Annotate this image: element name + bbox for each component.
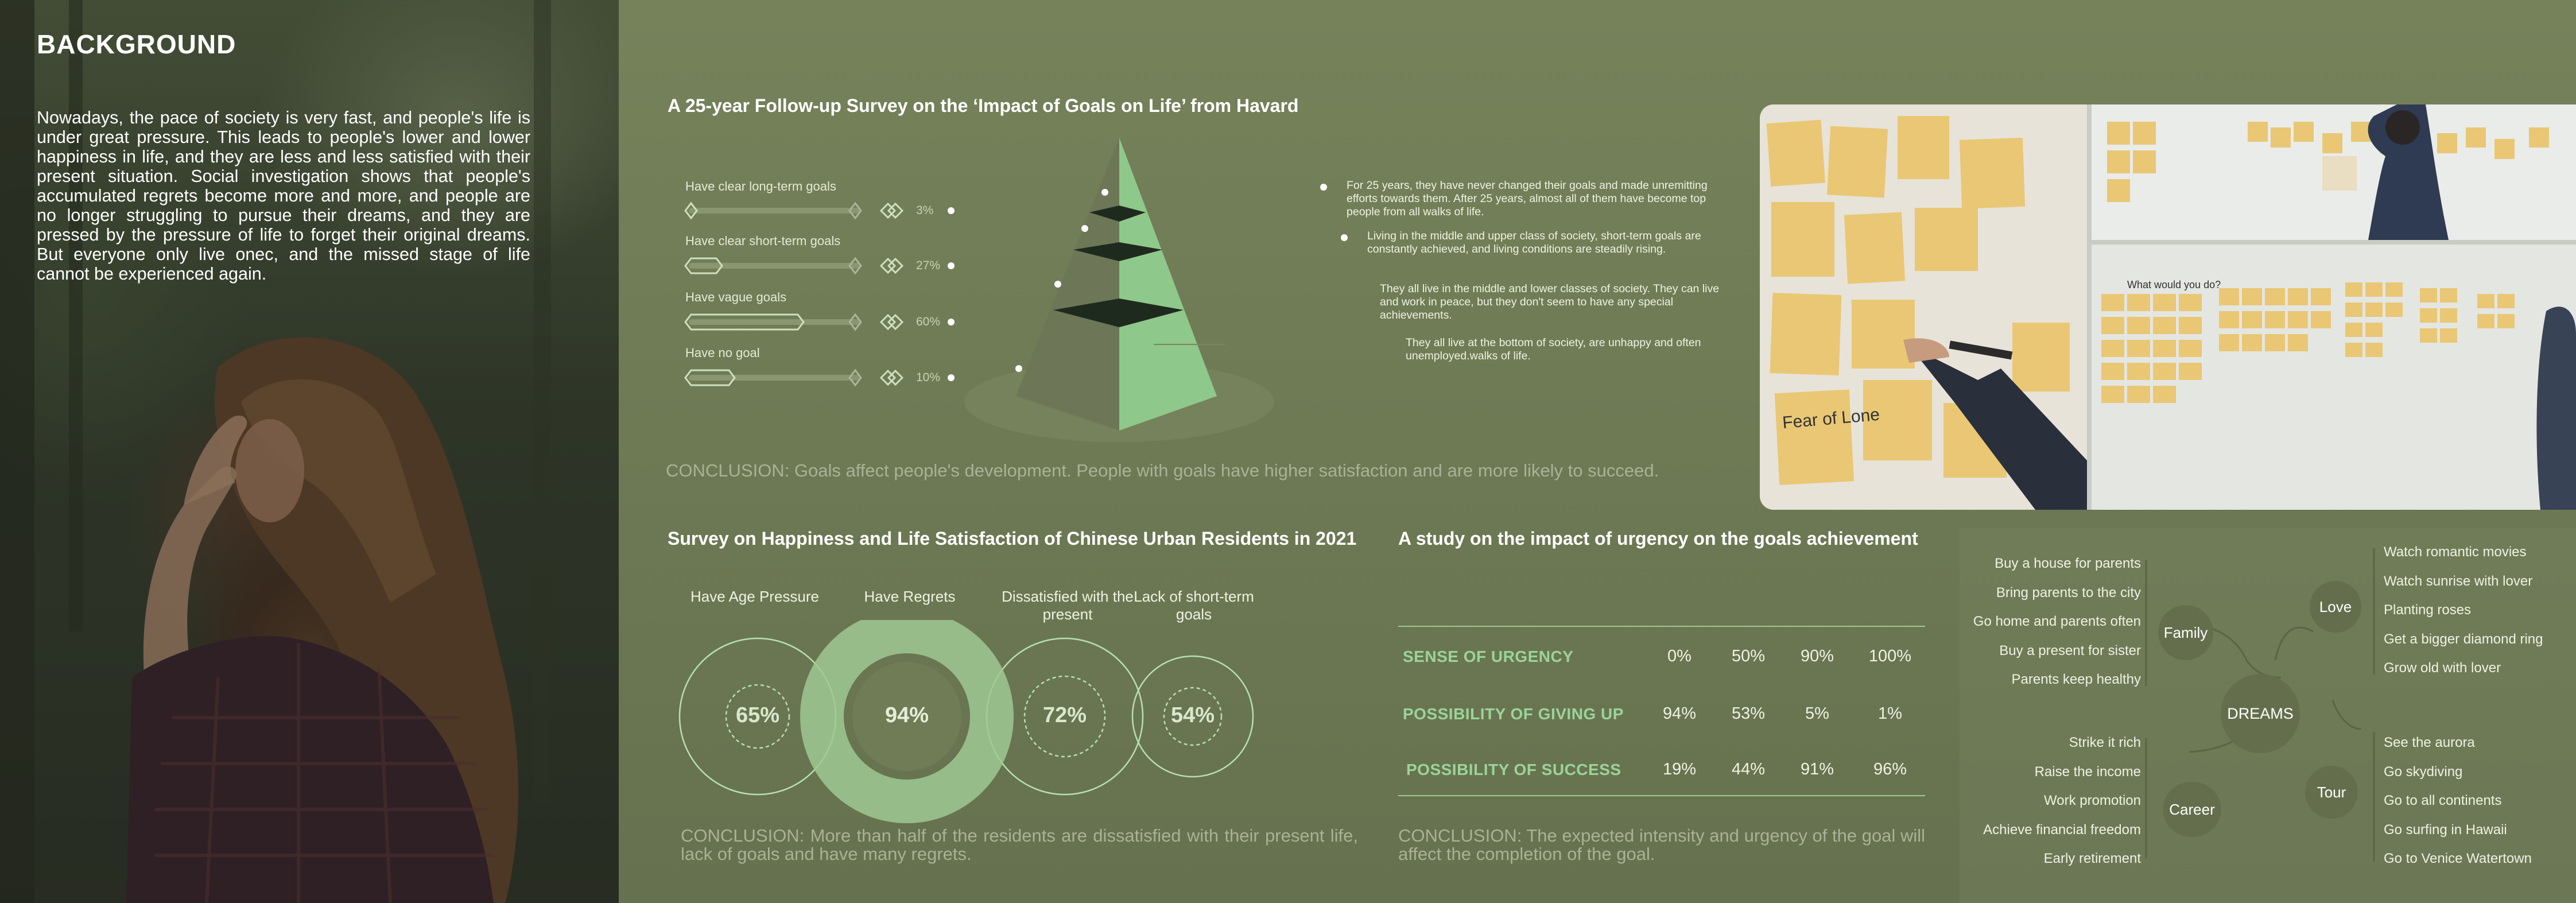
cell: 50% bbox=[1731, 647, 1766, 665]
survey1-title: A 25-year Follow-up Survey on the ‘Impac… bbox=[668, 95, 1299, 116]
dream-item: Grow old with lover bbox=[2384, 660, 2501, 676]
sticky-notes-photos: Fear of Lone What would you do? bbox=[1760, 104, 2576, 510]
circle-percent: 65% bbox=[735, 703, 780, 727]
goal-bar-shapes bbox=[684, 201, 955, 387]
cell: 96% bbox=[1873, 760, 1907, 778]
cell: 91% bbox=[1800, 760, 1834, 778]
cell: 94% bbox=[1662, 704, 1697, 723]
dream-item: Buy a house for parents bbox=[1995, 556, 2141, 571]
career-items: Strike it rich Raise the income Work pro… bbox=[1963, 735, 2141, 880]
woman-photo bbox=[0, 0, 551, 903]
note-4: They all live at the bottom of society, … bbox=[1406, 336, 1701, 362]
background-photo-panel: BACKGROUND Nowadays, the pace of society… bbox=[0, 0, 619, 903]
cell: 1% bbox=[1878, 704, 1902, 723]
background-title: BACKGROUND bbox=[37, 29, 236, 59]
row-label: POSSIBILITY OF SUCCESS bbox=[1406, 761, 1621, 778]
tour-items: See the aurora Go skydiving Go to all co… bbox=[2384, 735, 2573, 880]
circle-label: Lack of short-term goals bbox=[1134, 588, 1254, 623]
dream-item: Early retirement bbox=[2043, 851, 2141, 866]
goal-bars: Have clear long-term goals Have clear sh… bbox=[683, 178, 970, 402]
dream-item: Parents keep healthy bbox=[2011, 672, 2141, 687]
note-2: Living in the middle and upper class of … bbox=[1367, 230, 1701, 255]
family-items: Buy a house for parents Bring parents to… bbox=[1963, 556, 2141, 701]
satisfaction-circles bbox=[678, 620, 1254, 823]
circle-label: Have Regrets bbox=[864, 588, 956, 605]
note-bullets bbox=[1320, 184, 1348, 241]
bar-label: Have clear long-term goals bbox=[685, 179, 836, 193]
cell: 90% bbox=[1800, 647, 1834, 665]
bar-label: Have vague goals bbox=[685, 290, 787, 304]
dream-item: See the aurora bbox=[2384, 735, 2475, 750]
dream-item: Raise the income bbox=[2034, 764, 2141, 780]
dream-item: Go surfing in Hawaii bbox=[2384, 821, 2507, 838]
photo-note-2: What would you do? bbox=[2127, 279, 2221, 290]
goal-pyramid bbox=[964, 138, 1274, 442]
photo-collage: Fear of Lone What would you do? bbox=[1760, 104, 2576, 510]
dream-item: Planting roses bbox=[2384, 602, 2472, 618]
cell: 5% bbox=[1805, 704, 1829, 723]
study-title: A study on the impact of urgency on the … bbox=[1398, 528, 1918, 549]
percent-label: 27% bbox=[916, 259, 941, 272]
cell: 19% bbox=[1662, 760, 1697, 778]
survey1-conclusion: CONCLUSION: Goals affect people's develo… bbox=[666, 460, 1659, 480]
table-bottom-rule bbox=[1398, 795, 1925, 796]
dream-item: Buy a present for sister bbox=[1999, 642, 2141, 658]
row-label: POSSIBILITY OF GIVING UP bbox=[1403, 705, 1624, 723]
tour-node: Tour bbox=[2305, 766, 2358, 819]
note-3: They all live in the middle and lower cl… bbox=[1380, 282, 1720, 321]
circle-percent: 72% bbox=[1042, 703, 1087, 727]
table-top-rule bbox=[1398, 626, 1925, 627]
family-node: Family bbox=[2158, 605, 2213, 660]
circle-percent: 54% bbox=[1170, 703, 1215, 727]
dream-item: Watch romantic movies bbox=[2384, 544, 2527, 560]
dream-item: Bring parents to the city bbox=[1996, 584, 2141, 600]
circle-label: Have Age Pressure bbox=[690, 588, 819, 605]
cell: 44% bbox=[1731, 760, 1766, 778]
dream-item: Go home and parents often bbox=[1973, 614, 2141, 629]
circle-label: Dissatisfied with the present bbox=[1002, 588, 1134, 623]
percent-label: 60% bbox=[916, 315, 941, 328]
study-conclusion: CONCLUSION: The expected intensity and u… bbox=[1398, 826, 1925, 864]
background-text: Nowadays, the pace of society is very fa… bbox=[37, 108, 530, 284]
survey2-conclusion: CONCLUSION: More than half of the reside… bbox=[681, 826, 1358, 864]
dream-item: Get a bigger diamond ring bbox=[2384, 631, 2543, 647]
love-items: Watch romantic movies Watch sunrise with… bbox=[2384, 544, 2573, 689]
percent-label: 3% bbox=[916, 204, 934, 217]
cell: 0% bbox=[1667, 647, 1692, 665]
bar-label: Have no goal bbox=[685, 346, 760, 360]
cell: 100% bbox=[1868, 647, 1912, 665]
dream-item: Go to all continents bbox=[2384, 793, 2502, 808]
bar-label: Have clear short-term goals bbox=[685, 234, 841, 248]
survey2-title: Survey on Happiness and Life Satisfactio… bbox=[668, 528, 1357, 549]
dream-item: Watch sunrise with lover bbox=[2384, 573, 2533, 589]
dream-item: Go skydiving bbox=[2384, 764, 2463, 780]
dream-item: Achieve financial freedom bbox=[1983, 821, 2141, 838]
note-1: For 25 years, they have never changed th… bbox=[1347, 179, 1708, 218]
career-node: Career bbox=[2163, 782, 2221, 837]
dream-item: Work promotion bbox=[2044, 793, 2141, 808]
circle-percent: 94% bbox=[884, 703, 929, 727]
percent-label: 10% bbox=[916, 371, 941, 384]
dream-item: Go to Venice Watertown bbox=[2384, 851, 2532, 866]
cell: 53% bbox=[1731, 704, 1766, 723]
dreams-center-node: DREAMS bbox=[2221, 674, 2300, 753]
love-node: Love bbox=[2310, 581, 2361, 633]
dream-item: Strike it rich bbox=[2069, 735, 2141, 750]
row-label: SENSE OF URGENCY bbox=[1403, 648, 1574, 665]
